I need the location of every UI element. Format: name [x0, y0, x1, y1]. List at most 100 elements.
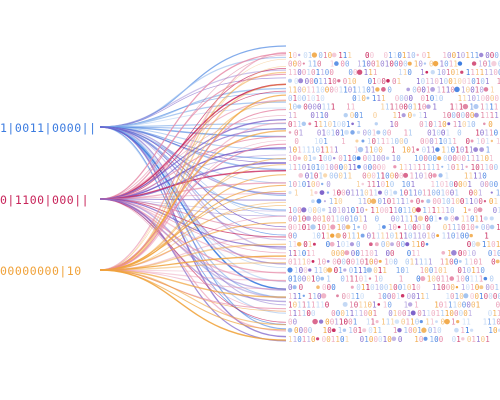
digit-glyph: 0 — [417, 223, 422, 232]
digit-glyph: 1 — [440, 309, 445, 318]
digit-glyph: 1 — [488, 326, 493, 335]
digit-glyph: 0 — [336, 249, 341, 258]
digit-dot — [337, 79, 341, 83]
digit-glyph: 1 — [464, 171, 469, 180]
digit-dot — [378, 190, 382, 195]
flow-curve — [99, 94, 287, 271]
digit-glyph: 0 — [327, 283, 332, 292]
digit-dot — [357, 164, 361, 169]
digit-glyph: 1 — [461, 283, 466, 292]
digit-glyph: 1 — [334, 197, 339, 206]
digit-glyph: 0 — [394, 60, 399, 69]
digit-glyph: 1 — [357, 60, 362, 69]
digit-glyph: 1 — [485, 335, 490, 344]
digit-glyph: 1 — [408, 128, 413, 137]
digit-glyph: 0 — [329, 68, 334, 77]
digit-glyph: 0 — [363, 163, 368, 172]
digit-glyph: 1 — [317, 257, 322, 266]
digit-dot — [323, 200, 326, 203]
digit-glyph: 0 — [303, 154, 308, 163]
digit-glyph: 1 — [479, 214, 484, 223]
digit-glyph: 1 — [383, 300, 388, 309]
digit-glyph: 1 — [456, 335, 461, 344]
digit-glyph: 0 — [329, 163, 334, 172]
digit-glyph: 0 — [337, 189, 342, 198]
digit-glyph: 1 — [430, 335, 435, 344]
digit-glyph: 1 — [455, 163, 460, 172]
digit-glyph: 0 — [411, 292, 416, 301]
digit-glyph: 0 — [387, 292, 392, 301]
digit-glyph: 0 — [430, 94, 435, 103]
digit-glyph: 0 — [462, 300, 467, 309]
flow-curve — [99, 143, 287, 271]
digit-glyph: 0 — [434, 335, 439, 344]
digit-glyph: 0 — [489, 275, 494, 284]
digit-glyph: 1 — [348, 163, 353, 172]
digit-glyph: 0 — [354, 300, 359, 309]
digit-glyph: 1 — [316, 94, 321, 103]
digit-glyph: 1 — [355, 189, 360, 198]
digit-glyph: 1 — [440, 257, 445, 266]
digit-glyph: 0 — [407, 283, 412, 292]
digit-glyph: 0 — [288, 232, 293, 241]
digit-glyph: 1 — [478, 257, 483, 266]
digit-glyph: 0 — [457, 154, 462, 163]
digit-glyph: 0 — [384, 283, 389, 292]
digit-dot — [302, 62, 305, 65]
digit-glyph: 1 — [447, 223, 452, 232]
digit-glyph: 1 — [308, 154, 313, 163]
digit-glyph: 0 — [308, 326, 313, 335]
digit-dot — [297, 156, 301, 160]
digit-glyph: 0 — [322, 257, 327, 266]
digit-glyph: 0 — [302, 163, 307, 172]
digit-glyph: 0 — [352, 94, 357, 103]
digit-glyph: 1 — [358, 197, 363, 206]
digit-glyph: 0 — [345, 60, 350, 69]
digit-glyph: 1 — [363, 266, 368, 275]
digit-glyph: 1 — [346, 206, 351, 215]
digit-glyph: 1 — [445, 257, 450, 266]
flow-curve — [99, 198, 287, 323]
digit-glyph: 0 — [408, 103, 413, 112]
digit-glyph: 1 — [476, 137, 481, 146]
digit-glyph: 0 — [490, 51, 495, 60]
digit-dot — [458, 259, 462, 263]
digit-dot — [469, 233, 473, 238]
digit-glyph: 1 — [385, 103, 390, 112]
digit-glyph: 0 — [325, 300, 330, 309]
digit-glyph: 0 — [329, 171, 334, 180]
digit-glyph: 1 — [331, 335, 336, 344]
digit-glyph: 0 — [475, 163, 480, 172]
digit-glyph: 1 — [489, 154, 494, 163]
digit-glyph: 1 — [398, 68, 403, 77]
digit-glyph: 1 — [417, 326, 422, 335]
digit-glyph: 0 — [444, 60, 449, 69]
digit-glyph: 0 — [302, 223, 307, 232]
digit-glyph: 0 — [348, 318, 353, 327]
digit-glyph: 0 — [418, 189, 423, 198]
digit-glyph: 0 — [441, 68, 446, 77]
digit-glyph: 1 — [455, 292, 460, 301]
digit-glyph: 1 — [433, 266, 438, 275]
digit-glyph: 0 — [332, 206, 337, 215]
digit-glyph: 0 — [406, 180, 411, 189]
digit-dot — [479, 147, 484, 152]
digit-glyph: 0 — [408, 111, 413, 120]
digit-glyph: 1 — [469, 103, 474, 112]
flow-curve — [99, 126, 287, 151]
digit-glyph: 0 — [450, 206, 455, 215]
digit-glyph: 1 — [359, 309, 364, 318]
digit-glyph: 1 — [476, 94, 481, 103]
digit-glyph: 0 — [443, 223, 448, 232]
digit-dot — [491, 60, 497, 67]
digit-glyph: 0 — [317, 206, 322, 215]
digit-glyph: 0 — [488, 249, 493, 258]
digit-glyph: 1 — [456, 275, 461, 284]
digit-glyph: 1 — [297, 163, 302, 172]
digit-glyph: 1 — [378, 266, 383, 275]
digit-dot — [447, 122, 451, 126]
digit-dot — [410, 199, 414, 203]
digit-glyph: 0 — [441, 318, 446, 327]
digit-glyph: 1 — [297, 257, 302, 266]
digit-glyph: 1 — [476, 266, 481, 275]
